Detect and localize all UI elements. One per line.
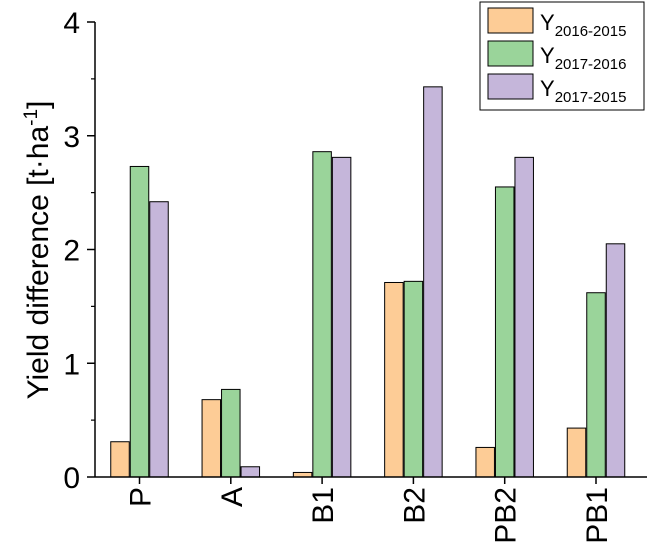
y-axis-label: Yield difference [t·ha-1] — [21, 101, 55, 400]
bar-P-series-1 — [110, 441, 130, 478]
bar-P-series-3 — [149, 201, 169, 478]
y-axis-label-end: ] — [22, 101, 55, 109]
bar-PB2-series-3 — [514, 156, 534, 478]
bar-A-series-3 — [240, 466, 261, 478]
bar-B2-series-3 — [423, 86, 443, 478]
x-tick-label-PB1: PB1 — [581, 487, 614, 544]
legend-swatch-1 — [487, 7, 534, 34]
y-tick-label-3: 3 — [63, 121, 80, 154]
bar-PB2-series-2 — [494, 186, 515, 478]
legend-label-1: Y2016-2015 — [540, 10, 626, 40]
y-axis-label-sup: -1 — [21, 109, 42, 126]
bar-B2-series-2 — [403, 280, 424, 478]
bar-B2-series-1 — [384, 281, 404, 478]
bar-PB1-series-3 — [605, 243, 626, 478]
y-axis-label-main: Yield difference [t·ha — [22, 126, 55, 400]
bar-PB1-series-2 — [586, 292, 606, 478]
x-tick-label-A: A — [216, 487, 249, 507]
y-tick-label-0: 0 — [63, 462, 80, 495]
x-tick-label-P: P — [125, 487, 158, 507]
x-tick-label-B1: B1 — [307, 487, 340, 524]
bar-B1-series-3 — [331, 156, 352, 478]
x-tick-label-PB2: PB2 — [490, 487, 523, 544]
legend-label-3: Y2017-2015 — [540, 76, 626, 106]
bar-P-series-2 — [129, 165, 150, 478]
bar-A-series-1 — [201, 399, 222, 478]
bar-B1-series-2 — [312, 151, 332, 478]
bar-PB1-series-1 — [566, 427, 587, 478]
x-tick-label-B2: B2 — [398, 487, 431, 524]
y-tick-label-1: 1 — [63, 348, 80, 381]
bar-series-group — [110, 86, 626, 478]
legend-swatch-2 — [487, 40, 534, 67]
legend-label-2: Y2017-2016 — [540, 43, 626, 73]
bar-PB2-series-1 — [475, 446, 495, 478]
bar-A-series-2 — [221, 388, 241, 478]
y-tick-label-4: 4 — [63, 7, 80, 40]
axes: PAB1B2PB2PB1AB2AB101234 — [63, 7, 647, 544]
legend-swatch-3 — [487, 73, 534, 100]
y-tick-label-2: 2 — [63, 235, 80, 268]
